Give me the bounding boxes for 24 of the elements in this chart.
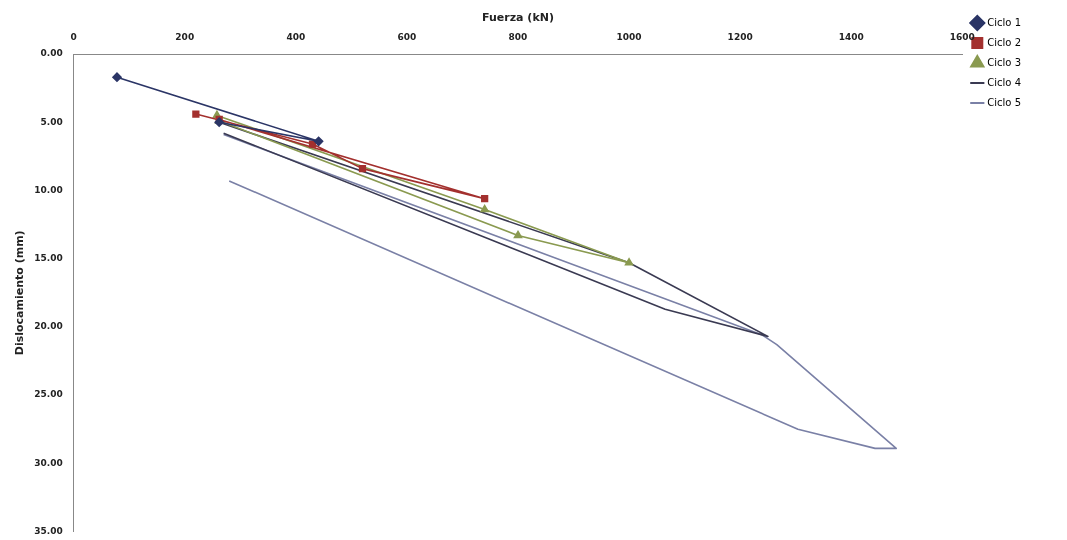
- y-axis-title: Dislocamiento (mm): [13, 230, 27, 356]
- y-tick-label: 0.00: [40, 48, 63, 59]
- x-tick-label: 1600: [949, 31, 975, 42]
- y-tick-label: 10.00: [34, 184, 63, 195]
- legend-label: Ciclo 4: [987, 76, 1022, 88]
- x-tick-label: 0: [70, 31, 77, 42]
- y-tick-label: 30.00: [34, 457, 63, 468]
- x-tick-label: 400: [286, 31, 306, 42]
- y-tick-label: 5.00: [40, 116, 63, 127]
- y-tick-label: 25.00: [34, 389, 63, 400]
- y-tick-label: 35.00: [34, 525, 63, 536]
- legend-label: Ciclo 1: [987, 16, 1022, 28]
- legend-label: Ciclo 2: [987, 36, 1022, 48]
- x-tick-label: 1400: [838, 31, 864, 42]
- legend-label: Ciclo 5: [987, 96, 1022, 108]
- y-tick-label: 20.00: [34, 321, 63, 332]
- x-axis-title: Fuerza (kN): [482, 11, 554, 25]
- x-tick-label: 1000: [616, 31, 642, 42]
- x-tick-label: 200: [175, 31, 195, 42]
- y-tick-label: 15.00: [34, 253, 63, 264]
- x-tick-label: 800: [508, 31, 528, 42]
- legend-label: Ciclo 3: [987, 56, 1022, 68]
- x-tick-label: 1200: [727, 31, 753, 42]
- x-tick-label: 600: [397, 31, 417, 42]
